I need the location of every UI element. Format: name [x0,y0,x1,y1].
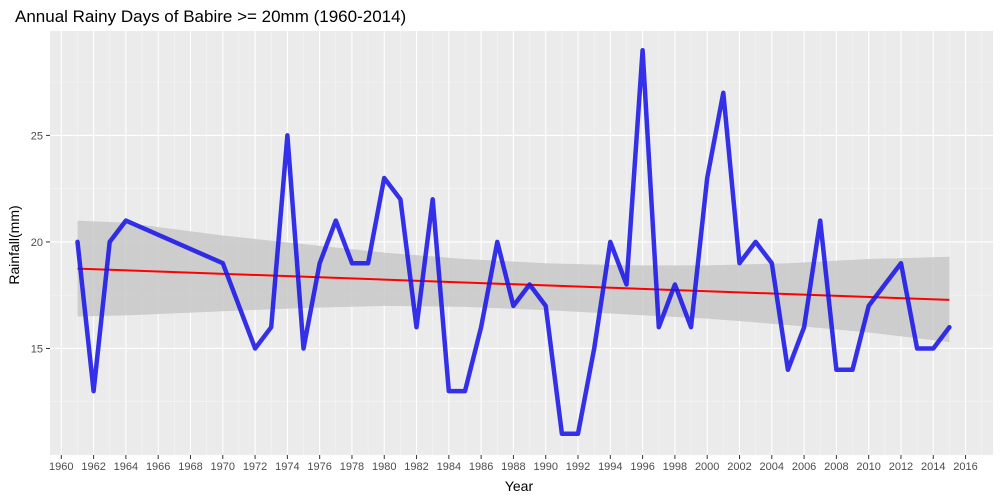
x-tick-label: 1992 [566,461,590,473]
y-axis-ticks: 15 20 25 [31,130,50,355]
x-tick-label: 1976 [307,461,331,473]
x-tick-label: 1970 [211,461,235,473]
x-tick-label: 2016 [953,461,977,473]
x-tick-label: 1962 [81,461,105,473]
x-tick-label: 1972 [243,461,267,473]
x-tick-label: 1974 [275,461,299,473]
x-axis-title: Year [505,478,534,494]
y-tick-label: 15 [31,343,43,355]
x-tick-label: 1978 [340,461,364,473]
x-tick-label: 1980 [372,461,396,473]
x-tick-label: 1988 [501,461,525,473]
x-tick-label: 1990 [533,461,557,473]
x-tick-label: 2014 [921,461,945,473]
x-tick-label: 1964 [114,461,138,473]
x-tick-label: 1982 [404,461,428,473]
x-tick-label: 1984 [437,461,461,473]
x-tick-label: 1998 [663,461,687,473]
x-tick-label: 2006 [792,461,816,473]
x-tick-label: 2010 [856,461,880,473]
x-axis-ticks: 1960 1962 1964 1966 1968 1970 1972 1974 1976 1978… [49,455,978,473]
trend-line [77,267,950,301]
x-tick-label: 1994 [598,461,622,473]
x-tick-label: 2004 [760,461,784,473]
x-tick-label: 2000 [695,461,719,473]
x-tick-label: 1966 [146,461,170,473]
y-axis-title: Rainfall(mm) [6,205,22,284]
x-tick-label: 2008 [824,461,848,473]
x-tick-label: 2002 [727,461,751,473]
y-tick-label: 20 [31,237,43,249]
y-tick-label: 25 [31,130,43,142]
series-line-0 [75,47,952,436]
chart-title: Annual Rainy Days of Babire >= 20mm (196… [15,7,406,26]
x-tick-label: 1960 [49,461,73,473]
x-tick-label: 1968 [178,461,202,473]
series-group [75,47,952,436]
x-tick-label: 1996 [630,461,654,473]
x-tick-label: 2012 [889,461,913,473]
x-tick-label: 1986 [469,461,493,473]
